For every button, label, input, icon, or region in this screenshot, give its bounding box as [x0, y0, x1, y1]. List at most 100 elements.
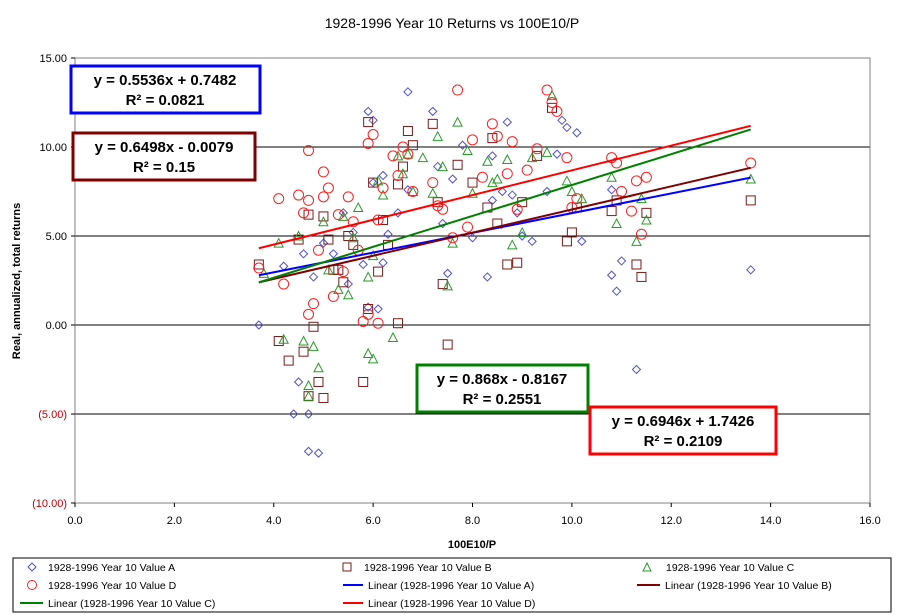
point-triangle: [352, 201, 364, 213]
point-square: [427, 118, 438, 129]
point-triangle: [377, 189, 389, 200]
point-triangle: [337, 210, 349, 221]
point-diamond: [572, 128, 582, 138]
point-square: [373, 266, 384, 277]
point-triangle: [427, 187, 439, 198]
r2-c-text: R² = 0.2551: [463, 391, 542, 408]
point-circle: [303, 145, 315, 157]
x-tick-label: 12.0: [661, 515, 682, 527]
point-diamond: [606, 185, 617, 195]
equation-box-b-border: [71, 131, 257, 182]
point-square: [283, 355, 294, 366]
point-triangle: [462, 144, 473, 156]
point-diamond: [631, 364, 642, 375]
point-diamond: [328, 249, 339, 259]
point-diamond: [343, 279, 353, 289]
point-triangle: [293, 230, 304, 241]
point-diamond: [303, 446, 314, 457]
point-square: [452, 159, 463, 170]
point-triangle: [541, 146, 553, 157]
point-square: [363, 117, 374, 128]
y-axis-label: Real, annualized, total returns: [11, 203, 23, 359]
point-circle: [362, 308, 374, 320]
equation-box-d: y = 0.6946x + 1.7426 R² = 0.2109: [588, 405, 778, 456]
x-tick-label: 4.0: [266, 515, 281, 527]
point-diamond: [373, 304, 383, 314]
x-tick-label: 8.0: [465, 515, 480, 527]
point-circle: [392, 169, 404, 181]
trendlines: [258, 124, 752, 284]
x-tick-label: 2.0: [167, 515, 182, 527]
point-triangle: [372, 175, 384, 186]
point-triangle: [437, 161, 449, 172]
point-circle: [253, 262, 265, 274]
trendline: [258, 128, 752, 284]
point-square: [745, 195, 756, 206]
point-square: [298, 346, 309, 357]
point-diamond: [293, 377, 304, 387]
y-tick-label: 5.00: [46, 231, 67, 243]
point-triangle: [467, 187, 478, 198]
point-square: [308, 321, 319, 332]
legend-label-trend-b: Linear (1928-1996 Year 10 Value B): [665, 580, 832, 592]
point-circle: [635, 228, 647, 240]
point-diamond: [502, 117, 512, 127]
point-square: [566, 227, 577, 238]
point-square: [502, 259, 513, 270]
point-square: [253, 259, 264, 270]
point-triangle: [492, 173, 503, 184]
point-triangle: [323, 264, 334, 275]
point-circle: [342, 191, 354, 203]
point-triangle: [576, 193, 588, 204]
point-diamond: [507, 190, 517, 200]
point-circle: [317, 191, 329, 203]
point-triangle: [566, 185, 578, 196]
legend-label-series-d: 1928-1996 Year 10 Value D: [48, 580, 177, 592]
x-tick-label: 6.0: [365, 515, 380, 527]
legend: 1928-1996 Year 10 Value A 1928-1996 Year…: [12, 557, 892, 613]
point-square: [273, 336, 284, 347]
legend-item-trend-d: Linear (1928-1996 Year 10 Value D): [343, 598, 535, 610]
point-circle: [521, 164, 533, 176]
point-diamond: [442, 268, 453, 279]
point-triangle: [342, 289, 354, 300]
equation-a-text: y = 0.5536x + 0.7482: [94, 72, 237, 89]
point-diamond: [254, 320, 264, 330]
point-diamond: [363, 106, 373, 117]
point-circle: [491, 130, 503, 142]
point-triangle: [631, 235, 642, 246]
point-circle: [387, 150, 399, 162]
point-circle: [486, 118, 498, 130]
point-square: [402, 125, 413, 136]
point-circle: [551, 105, 563, 117]
equation-box-c: y = 0.868x - 0.8167 R² = 0.2551: [415, 363, 590, 414]
legend-border: [12, 557, 892, 613]
point-diamond: [437, 218, 448, 229]
point-triangle: [526, 152, 538, 163]
point-square: [313, 376, 324, 387]
point-triangle: [516, 226, 528, 237]
point-circle: [293, 189, 305, 201]
point-diamond: [527, 236, 537, 247]
point-circle: [616, 186, 628, 197]
point-square: [358, 376, 369, 387]
point-square: [333, 264, 344, 275]
point-circle: [337, 266, 349, 278]
point-diamond: [308, 272, 319, 282]
point-square: [467, 177, 478, 188]
point-diamond: [303, 409, 314, 419]
legend-item-trend-b: Linear (1928-1996 Year 10 Value B): [637, 580, 832, 592]
point-triangle: [452, 116, 463, 127]
point-diamond: [288, 409, 299, 419]
point-diamond: [517, 231, 527, 241]
point-triangle: [278, 333, 290, 344]
point-triangle: [561, 175, 573, 186]
point-diamond: [318, 238, 329, 248]
point-diamond: [383, 229, 393, 239]
point-square: [363, 303, 374, 314]
point-square: [631, 259, 642, 270]
legend-label-trend-a: Linear (1928-1996 Year 10 Value A): [368, 580, 534, 592]
point-triangle: [303, 379, 314, 391]
point-circle: [303, 194, 315, 206]
equation-box-c-border: [415, 363, 590, 414]
